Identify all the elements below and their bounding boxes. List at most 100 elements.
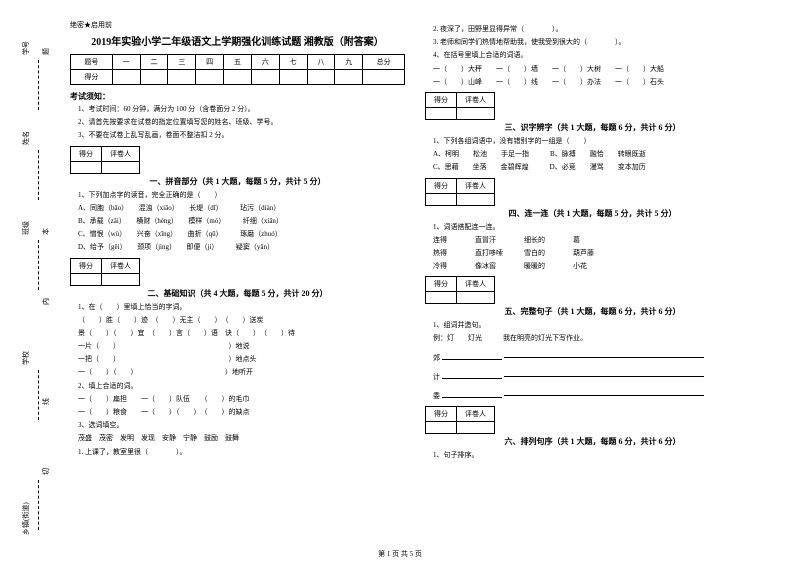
th-10: 总分	[363, 55, 405, 70]
sb2-c2: 评卷人	[102, 258, 140, 273]
sec2-l2-1: 一（ ）粮食 一（ ）（ ） （ ）的缺点	[78, 407, 405, 418]
th-4: 四	[196, 55, 224, 70]
sec2-l1-0: （ ）胜（ ）迹 （ ）无主（ ） （ ）送炭	[78, 315, 405, 326]
sec5-l2: 委	[433, 385, 760, 402]
sec4-p0: 连得 直冒汗 细长的 葛	[433, 235, 760, 246]
label-xuexiao: 学校	[21, 351, 31, 365]
sec5-l1: 计	[433, 366, 760, 383]
exam-title: 2019年实验小学二年级语文上学期强化训练试题 湘教版（附答案）	[70, 33, 405, 48]
sec2-title: 二、基础知识（共 4 大题，每题 5 分，共计 20 分）	[70, 288, 405, 299]
right-column: 2. 夜深了，田野里显得异常（ ）。 3. 老师和同学们热情地帮助我，使我受到很…	[415, 20, 770, 555]
sec1-q: 1、下列加点字的读音，完全正确的是（ ）	[78, 190, 405, 201]
label-bu: 本	[41, 228, 51, 235]
sec2-q2: 2、填上合适的词。	[78, 381, 405, 392]
dash-1	[38, 60, 39, 110]
sec2-l1-1: 景（ ）（ ）宜 （ ）言（ ）语 诀（ ） （ ）待	[78, 328, 405, 339]
th-3: 三	[168, 55, 196, 70]
label-xingming: 姓名	[21, 131, 31, 145]
td-0: 得分	[71, 70, 113, 85]
sec1-title: 一、拼音部分（共 1 大题，每题 5 分，共计 5 分）	[70, 176, 405, 187]
label-xiangzhen: 乡镇(街道)	[21, 502, 31, 535]
sec3-title: 三、识字辨字（共 1 大题，每题 6 分，共计 6 分）	[425, 122, 760, 133]
r-item2-0: 2. 夜深了，田野里显得异常（ ）。	[433, 24, 760, 35]
notice-content: 1、考试时间：60 分钟，满分为 100 分（含卷面分 2 分）。 2、请首先按…	[78, 104, 405, 142]
score-box-1: 得分评卷人	[70, 146, 140, 174]
sb3-c2: 评卷人	[457, 92, 495, 107]
score-header-row: 题号 一 二 三 四 五 六 七 八 九 总分	[71, 55, 405, 70]
sb4-c1: 得分	[426, 178, 457, 193]
sec4-content: 1、词语搭配连一连。 连得 直冒汗 细长的 葛 热得 直打哆嗦 雪白的 葫芦藤 …	[433, 222, 760, 273]
sec4-q: 1、词语搭配连一连。	[433, 222, 760, 233]
sec1-content: 1、下列加点字的读音，完全正确的是（ ） A、同胞（bāo） 混浊（xiāo） …	[78, 190, 405, 254]
sec4-title: 四、连一连（共 1 大题，每题 5 分，共计 5 分）	[425, 208, 760, 219]
sec1-b: B、承载（zǎi） 横财（héng） 模样（mó） 纤细（xiān）	[78, 216, 405, 227]
sb1-c1: 得分	[71, 146, 102, 161]
sec1-a: A、同胞（bāo） 混浊（xiāo） 长堤（dī） 玷污（diàn）	[78, 203, 405, 214]
score-box-5: 得分评卷人	[425, 276, 495, 304]
th-7: 七	[279, 55, 307, 70]
score-value-row: 得分	[71, 70, 405, 85]
sec5-q: 1、组词并造句。	[433, 320, 760, 331]
page-footer: 第 1 页 共 5 页	[378, 549, 422, 559]
sec2-l1-3: 一把（ ） ）地点头	[78, 354, 405, 365]
th-2: 二	[140, 55, 168, 70]
sec5-title: 五、完整句子（共 1 大题，每题 6 分，共计 6 分）	[425, 306, 760, 317]
sec6-q: 1、句子排序。	[433, 450, 760, 461]
notice-1: 1、考试时间：60 分钟，满分为 100 分（含卷面分 2 分）。	[78, 104, 405, 115]
label-banji: 班级	[21, 221, 31, 235]
sec6-title: 六、排列句序（共 1 大题，每题 6 分，共计 6 分）	[425, 436, 760, 447]
sec4-p2: 冷得 像冰窖 暖暖的 小花	[433, 261, 760, 272]
notice-header: 考试须知：	[70, 91, 405, 102]
binding-margin: 学号 题 姓名 班级 本 内 学校 线 切 乡镇(街道)	[8, 0, 58, 565]
sec3-a: A、柯明 松池 手足一指 B、脉搏 融恰 转眼既逝	[433, 149, 760, 160]
page-container: 绝密★启用前 2019年实验小学二年级语文上学期强化训练试题 湘教版（附答案） …	[0, 0, 800, 565]
th-6: 六	[251, 55, 279, 70]
sb1-c2: 评卷人	[102, 146, 140, 161]
sec1-d: D、给予（gěi） 颈项（jìng） 即便（jí） 疑窦（yǎn）	[78, 242, 405, 253]
score-table: 题号 一 二 三 四 五 六 七 八 九 总分 得分	[70, 54, 405, 85]
label-qie: 切	[41, 468, 51, 475]
sec2-words: 茂盛 茂密 发明 发现 安静 宁静 鼓励 鼓舞	[78, 433, 405, 444]
sec1-c: C、憎恨（wù） 兴奋（xīng） 曲折（qū） 琢磨（zhuó）	[78, 229, 405, 240]
sec5-content: 1、组词并造句。 例：灯 灯光 我在明亮的灯光下写作业。 郊 计 委	[433, 320, 760, 402]
sb4-c2: 评卷人	[457, 178, 495, 193]
sec2-l1-4: 一（ ）（ ） ）地听开	[78, 367, 405, 378]
dash-4	[38, 370, 39, 420]
label-nei: 内	[41, 298, 51, 305]
score-box-6: 得分评卷人	[425, 406, 495, 434]
dash-3	[38, 240, 39, 290]
right-cont-top: 2. 夜深了，田野里显得异常（ ）。 3. 老师和同学们热情地帮助我，使我受到很…	[433, 24, 760, 88]
secret-label: 绝密★启用前	[70, 20, 405, 30]
sec2-content: 1、在（ ）里填上恰当的字词。 （ ）胜（ ）迹 （ ）无主（ ） （ ）送炭 …	[78, 302, 405, 458]
label-ti: 题	[41, 48, 51, 55]
sec2-l2-0: 一（ ）扁担 一（ ）队伍 （ ）的毛巾	[78, 394, 405, 405]
sb6-c2: 评卷人	[457, 407, 495, 422]
th-5: 五	[224, 55, 252, 70]
sec2-q3: 3、选词填空。	[78, 420, 405, 431]
notice-2: 2、请首先按要求在试卷的指定位置填写您的姓名、班级、学号。	[78, 117, 405, 128]
dash-2	[38, 150, 39, 200]
sb3-c1: 得分	[426, 92, 457, 107]
sec5-l0: 郊	[433, 347, 760, 364]
sb5-c1: 得分	[426, 277, 457, 292]
left-column: 绝密★启用前 2019年实验小学二年级语文上学期强化训练试题 湘教版（附答案） …	[60, 20, 415, 555]
r-l4-1: 一（ ）山峰 一（ ）线 一（ ）办法 一（ ）石头	[433, 77, 760, 88]
th-1: 一	[112, 55, 140, 70]
sb2-c1: 得分	[71, 258, 102, 273]
r-item2-1: 3. 老师和同学们热情地帮助我，使我受到很大的（ ）。	[433, 37, 760, 48]
sec6-content: 1、句子排序。	[433, 450, 760, 461]
sb6-c1: 得分	[426, 407, 457, 422]
sec3-b: C、思藉 坐落 金碧辉煌 D、必竞 漫骂 变本加历	[433, 162, 760, 173]
r-q4: 4、在括号里填上合适的词语。	[433, 50, 760, 61]
sec2-l3: 1. 上课了，教室里很（ ）。	[78, 447, 405, 458]
sec2-q1: 1、在（ ）里填上恰当的字词。	[78, 302, 405, 313]
score-box-4: 得分评卷人	[425, 178, 495, 206]
score-box-2: 得分评卷人	[70, 258, 140, 286]
sec3-content: 1、下列各组词语中，没有错别字的一组是（ ） A、柯明 松池 手足一指 B、脉搏…	[433, 136, 760, 174]
sec3-q: 1、下列各组词语中，没有错别字的一组是（ ）	[433, 136, 760, 147]
dash-5	[38, 480, 39, 530]
notice-3: 3、不要在试卷上乱写乱画，卷面不整洁扣 2 分。	[78, 130, 405, 141]
score-box-3: 得分评卷人	[425, 92, 495, 120]
label-xuehao: 学号	[21, 41, 31, 55]
th-8: 八	[307, 55, 335, 70]
